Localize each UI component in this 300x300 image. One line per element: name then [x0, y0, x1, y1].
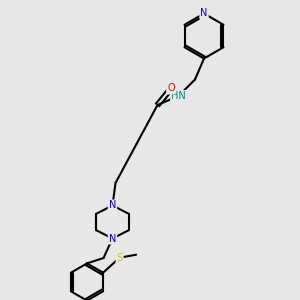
Text: N: N [200, 8, 208, 19]
Text: N: N [109, 233, 116, 244]
Text: N: N [109, 200, 116, 211]
Text: S: S [116, 253, 123, 263]
Text: O: O [167, 83, 175, 94]
Text: HN: HN [171, 91, 186, 101]
